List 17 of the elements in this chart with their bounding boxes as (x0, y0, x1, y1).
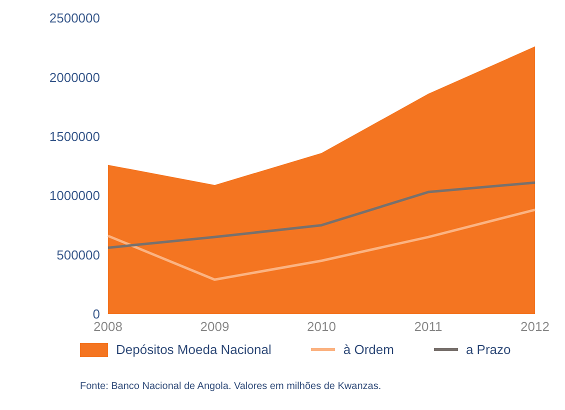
x-tick-label: 2010 (307, 319, 336, 334)
y-tick-label: 0 (92, 306, 100, 322)
y-tick-label: 1000000 (49, 188, 100, 204)
legend-label: à Ordem (343, 342, 394, 357)
legend-label: a Prazo (466, 342, 511, 357)
legend-label: Depósitos Moeda Nacional (116, 342, 272, 357)
source-note: Fonte: Banco Nacional de Angola. Valores em milhões de Kwanzas. (80, 381, 382, 392)
y-tick-label: 1500000 (49, 129, 100, 144)
line-series (106, 208, 536, 281)
x-tick-label: 2011 (414, 319, 442, 334)
y-tick-label: 2500000 (49, 10, 100, 26)
x-tick-label: 2008 (94, 319, 122, 334)
y-tick-label: 500000 (56, 247, 100, 262)
x-tick-label: 2012 (520, 319, 550, 334)
line-series (106, 181, 536, 249)
x-tick-label: 2009 (200, 319, 230, 334)
y-tick-label: 2000000 (49, 70, 100, 85)
